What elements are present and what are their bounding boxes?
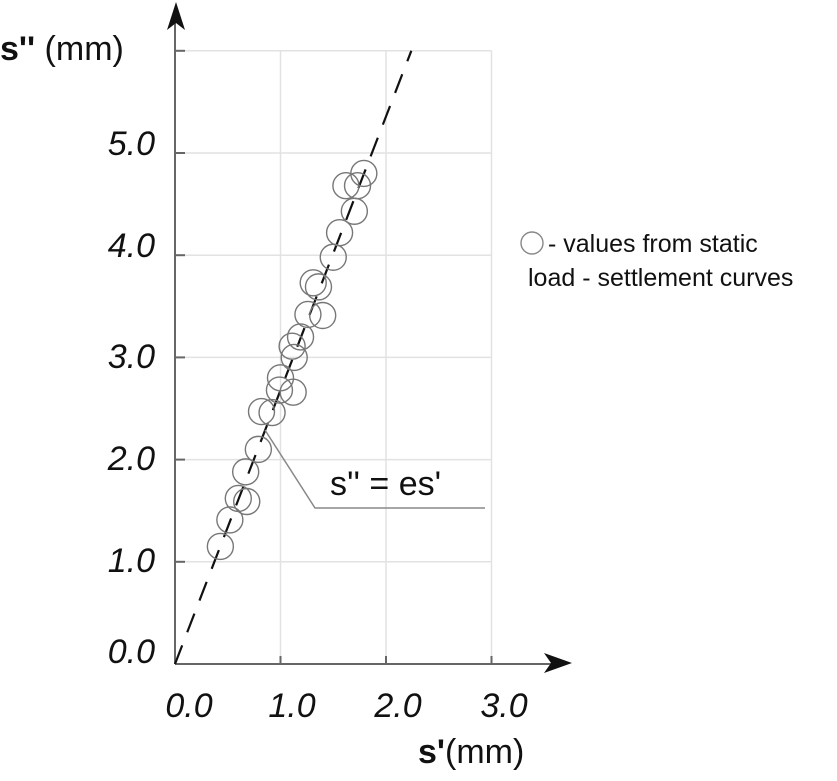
- x-axis-title: s'(mm): [418, 733, 524, 772]
- leader-line: [264, 429, 485, 509]
- legend-text: - values from static load - settlement c…: [528, 227, 793, 295]
- data-point-circle: [247, 397, 276, 426]
- data-point-circle: [216, 506, 244, 534]
- data-point-circle: [325, 219, 354, 247]
- grid-lines: [175, 50, 493, 664]
- data-point-circle: [294, 300, 322, 329]
- x-tick-label: 1.0: [268, 687, 316, 725]
- data-point-circle: [244, 435, 273, 464]
- data-point-circle: [304, 273, 333, 301]
- legend-circle-icon: [520, 231, 544, 255]
- y-tick-label: 1.0: [107, 542, 155, 580]
- axes: [167, 2, 572, 673]
- annotation-leader-line: [264, 429, 485, 509]
- y-axis-unit: (mm): [44, 30, 124, 68]
- data-point-circle: [266, 364, 295, 392]
- data-point-circle: [206, 532, 235, 561]
- y-axis-arrow-icon: [167, 2, 185, 30]
- data-point-circle: [299, 269, 327, 297]
- x-tick-label: 0.0: [165, 687, 213, 725]
- data-point-circle: [233, 487, 261, 516]
- data-point-circle: [231, 458, 260, 486]
- x-tick-label: 2.0: [374, 687, 422, 725]
- data-point-circle: [278, 332, 306, 360]
- x-axis-arrow-icon: [544, 653, 572, 673]
- data-point-circle: [258, 398, 286, 427]
- legend-line-1: - values from static: [548, 230, 758, 258]
- data-point-circle: [309, 301, 337, 330]
- fit-equation-label: s'' = es': [330, 465, 442, 503]
- data-point-circle: [286, 323, 315, 351]
- data-point-circle: [343, 172, 372, 200]
- data-point-circle: [350, 159, 378, 188]
- x-tick-label: 3.0: [480, 687, 528, 725]
- data-points: [206, 159, 378, 561]
- data-point-circle: [332, 172, 360, 200]
- x-axis-symbol: s': [418, 733, 445, 771]
- data-point-circle: [319, 243, 347, 271]
- y-tick-label: 4.0: [107, 227, 155, 265]
- data-point-circle: [280, 343, 308, 372]
- y-tick-label: 0.0: [107, 633, 155, 671]
- fit-line-dashed: [173, 50, 413, 665]
- legend-marker-circle-icon: [520, 231, 544, 255]
- y-tick-label: 2.0: [107, 440, 155, 478]
- y-axis-symbol: s'': [0, 30, 36, 68]
- x-axis-unit: (mm): [445, 733, 525, 771]
- data-point-circle: [265, 376, 294, 404]
- legend-line-2: load - settlement curves: [528, 264, 794, 292]
- y-tick-label: 3.0: [107, 338, 155, 376]
- y-axis-title: s'' (mm): [0, 30, 124, 69]
- data-point-circle: [340, 197, 369, 225]
- y-tick-label: 5.0: [107, 125, 155, 163]
- fit-line: [173, 50, 413, 665]
